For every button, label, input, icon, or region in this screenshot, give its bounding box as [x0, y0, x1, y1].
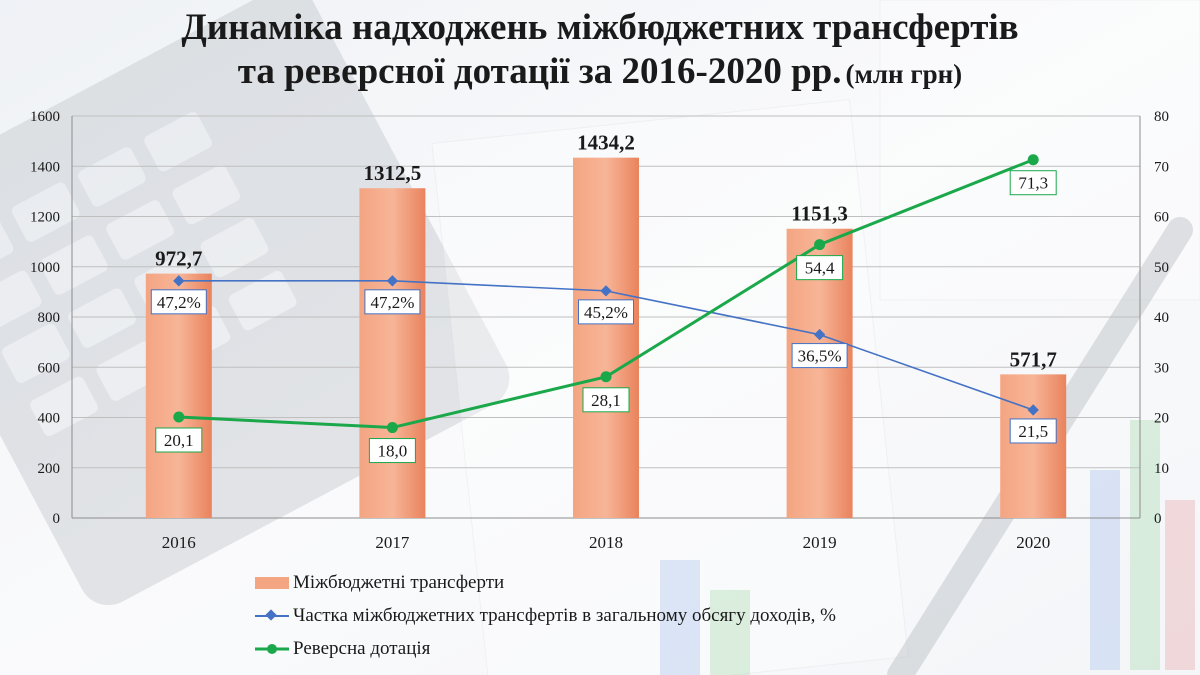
chart-title-line2: та реверсної дотації за 2016-2020 рр. — [237, 51, 842, 92]
y-left-tick-label: 1400 — [30, 159, 60, 175]
y-right-tick-label: 0 — [1154, 511, 1162, 527]
y-left-tick-label: 800 — [38, 310, 61, 326]
bar — [359, 188, 426, 518]
legend-swatch-bar — [255, 576, 291, 590]
x-tick-label: 2020 — [1016, 533, 1050, 552]
reverse-data-label: 28,1 — [591, 391, 621, 410]
bar-data-label: 972,7 — [155, 247, 202, 271]
chart-title-unit: (млн грн) — [845, 59, 963, 89]
reverse-data-label: 54,4 — [805, 259, 835, 278]
share-data-label: 21,5 — [1018, 422, 1048, 441]
bar — [573, 157, 639, 518]
bar — [145, 273, 212, 518]
y-right-tick-label: 20 — [1154, 411, 1169, 427]
y-left-tick-label: 400 — [38, 411, 61, 427]
reverse-point — [386, 422, 398, 434]
legend-item-bar: Міжбюджетні трансферти — [255, 566, 836, 599]
share-data-label: 47,2% — [370, 293, 414, 312]
x-tick-label: 2017 — [375, 533, 410, 552]
legend-item-share: Частка міжбюджетних трансфертів в загаль… — [255, 599, 836, 632]
share-point — [813, 328, 826, 341]
x-tick-label: 2016 — [162, 533, 196, 552]
share-point — [600, 285, 612, 297]
share-data-label: 36,5% — [798, 347, 842, 366]
x-tick-label: 2018 — [589, 533, 623, 552]
share-label-box — [791, 343, 848, 369]
reverse-label-box — [796, 255, 844, 281]
chart-title-line1: Динаміка надходжень міжбюджетних трансфе… — [181, 7, 1019, 48]
legend-label-bar: Міжбюджетні трансферти — [293, 571, 505, 593]
y-left-tick-label: 1200 — [30, 210, 60, 226]
share-label-box — [364, 289, 421, 315]
share-point — [386, 275, 399, 287]
bar-data-label: 571,7 — [1010, 347, 1057, 371]
y-left-tick-label: 1600 — [30, 109, 60, 125]
reverse-point — [600, 371, 612, 383]
reverse-data-label: 18,0 — [378, 442, 408, 461]
share-label-box — [150, 289, 207, 315]
legend-label-reverse: Реверсна дотація — [293, 637, 431, 659]
share-point — [173, 275, 185, 287]
chart-title: Динаміка надходжень міжбюджетних трансфе… — [0, 6, 1200, 101]
y-left-tick-label: 1000 — [30, 260, 60, 276]
legend-item-reverse: Реверсна дотація — [255, 632, 836, 665]
reverse-point — [173, 411, 185, 423]
reverse-label-box — [368, 438, 416, 464]
y-right-tick-label: 10 — [1154, 461, 1169, 477]
share-data-label: 47,2% — [157, 293, 201, 312]
y-left-tick-label: 0 — [53, 511, 61, 527]
legend-label-share: Частка міжбюджетних трансфертів в загаль… — [293, 604, 837, 626]
y-right-tick-label: 80 — [1154, 109, 1169, 125]
y-right-tick-label: 30 — [1154, 360, 1169, 376]
reverse-data-label: 20,1 — [164, 431, 194, 450]
reverse-label-box — [1009, 170, 1057, 196]
bar-data-label: 1434,2 — [577, 131, 635, 155]
legend: Міжбюджетні трансферти Частка міжбюджетн… — [255, 566, 836, 665]
share-point — [1027, 404, 1039, 416]
y-right-tick-label: 70 — [1154, 159, 1169, 175]
x-tick-label: 2019 — [803, 533, 837, 552]
reverse-label-box — [155, 427, 203, 453]
y-left-tick-label: 200 — [38, 461, 61, 477]
share-label-box — [1009, 418, 1057, 444]
reverse-point — [814, 239, 826, 251]
reverse-label-box — [582, 387, 630, 413]
reverse-data-label: 71,3 — [1018, 174, 1048, 193]
share-label-box — [578, 299, 634, 325]
legend-swatch-reverse — [255, 642, 291, 656]
bar — [1000, 374, 1067, 518]
y-right-tick-label: 60 — [1154, 210, 1169, 226]
y-right-tick-label: 50 — [1154, 260, 1169, 276]
y-left-tick-label: 600 — [38, 360, 61, 376]
bar-data-label: 1312,5 — [364, 161, 422, 185]
bar-graph-illustration — [660, 420, 1195, 675]
legend-swatch-share — [255, 608, 291, 623]
share-data-label: 45,2% — [584, 303, 628, 322]
reverse-point — [1027, 154, 1039, 166]
y-right-tick-label: 40 — [1154, 310, 1169, 326]
bar-data-label: 1151,3 — [791, 202, 848, 226]
